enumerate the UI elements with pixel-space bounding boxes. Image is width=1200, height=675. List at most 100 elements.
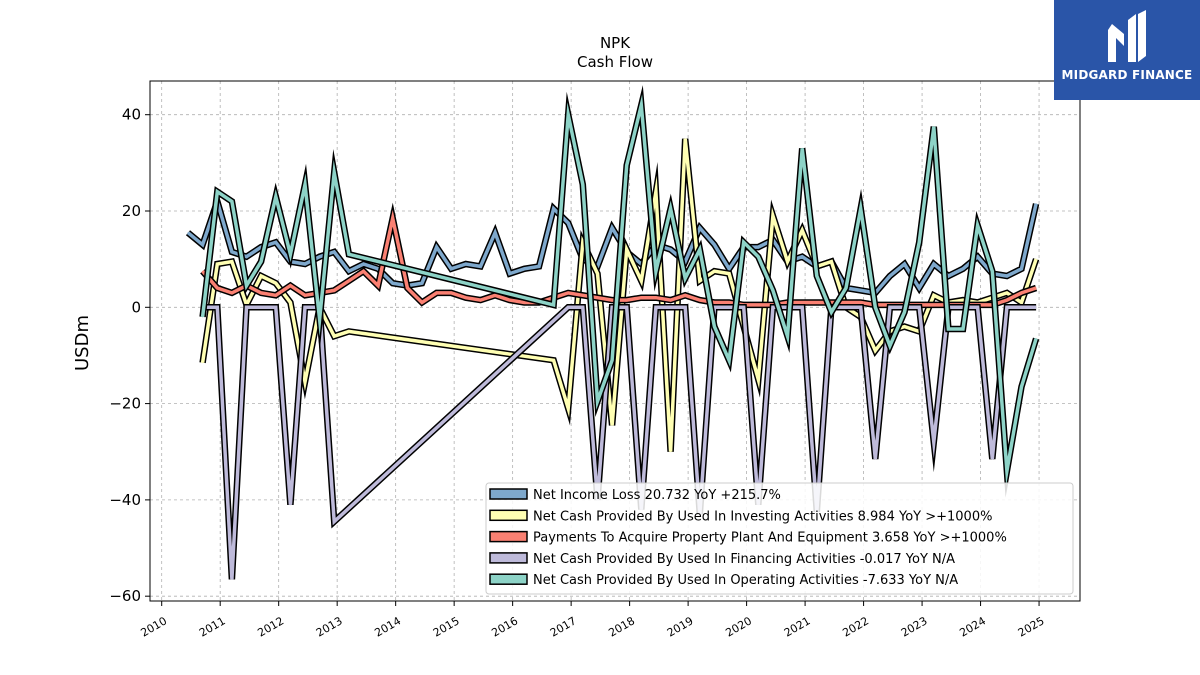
x-tick-label: 2021 <box>782 614 813 639</box>
midgard-logo-icon <box>1108 10 1146 62</box>
data-point <box>202 362 204 364</box>
data-point <box>348 280 350 282</box>
data-point <box>904 263 905 265</box>
x-tick-label: 2020 <box>723 614 754 639</box>
data-point <box>772 215 774 217</box>
data-point <box>699 227 701 229</box>
data-point <box>991 270 993 272</box>
data-point <box>860 208 862 210</box>
data-point <box>640 280 642 282</box>
data-point <box>611 359 613 361</box>
data-point <box>1021 386 1022 388</box>
data-point <box>553 359 555 361</box>
data-point <box>670 299 672 301</box>
data-point <box>933 304 935 306</box>
data-point <box>260 275 262 277</box>
data-point <box>406 287 408 289</box>
data-point <box>611 424 613 426</box>
legend-swatch <box>489 488 528 500</box>
data-point <box>480 265 481 267</box>
x-tick-label: 2013 <box>314 614 345 639</box>
legend-label: Net Cash Provided By Used In Investing A… <box>533 509 992 524</box>
x-tick-label: 2016 <box>489 614 520 639</box>
data-point <box>728 359 730 361</box>
data-point <box>860 302 862 303</box>
x-tick-label: 2015 <box>431 614 462 639</box>
data-point <box>260 292 262 294</box>
series-4 <box>199 85 1040 498</box>
data-point <box>977 224 979 226</box>
data-point <box>275 196 277 198</box>
data-point <box>319 318 321 320</box>
data-point <box>1035 306 1037 308</box>
data-point <box>553 304 555 306</box>
x-tick-label: 2012 <box>255 614 286 639</box>
data-point <box>684 277 686 279</box>
legend-swatch <box>489 573 528 585</box>
data-point <box>889 345 891 347</box>
data-point <box>933 263 935 265</box>
data-point <box>670 306 672 308</box>
data-point <box>991 458 993 460</box>
x-tick-label: 2025 <box>1016 614 1047 639</box>
data-point <box>962 268 964 270</box>
data-point <box>611 306 613 308</box>
data-point <box>597 273 598 275</box>
data-point <box>801 229 803 231</box>
data-point <box>728 306 730 308</box>
data-point <box>684 306 686 308</box>
data-point <box>611 299 613 301</box>
y-axis-label: USDm <box>72 315 93 371</box>
data-point <box>509 299 511 301</box>
data-point <box>304 306 306 308</box>
legend-label: Net Cash Provided By Used In Operating A… <box>533 573 958 588</box>
data-point <box>947 328 949 330</box>
data-point <box>947 275 949 277</box>
data-point <box>845 302 847 303</box>
data-point <box>216 191 218 193</box>
data-point <box>684 138 686 140</box>
data-point <box>348 330 350 332</box>
x-tick-label: 2019 <box>665 614 696 639</box>
data-point <box>421 302 423 303</box>
y-tick-label: 20 <box>122 202 141 220</box>
data-point <box>597 400 598 402</box>
data-point <box>845 287 847 289</box>
data-point <box>289 302 291 303</box>
data-point <box>1021 292 1022 294</box>
data-point <box>904 311 905 313</box>
data-point <box>904 326 905 328</box>
data-point <box>1035 258 1037 260</box>
data-point <box>918 287 920 289</box>
data-point <box>801 306 803 308</box>
data-point <box>333 251 335 253</box>
plot-frame <box>149 80 1081 602</box>
series-3 <box>202 304 1037 580</box>
legend-label: Payments To Acquire Property Plant And E… <box>533 531 1007 546</box>
series-layer <box>185 85 1040 580</box>
data-point <box>757 304 759 306</box>
data-point <box>304 184 306 185</box>
data-point <box>728 302 730 303</box>
data-point <box>772 289 774 291</box>
x-tick-label: 2022 <box>840 614 871 639</box>
data-point <box>231 261 233 263</box>
data-point <box>465 263 467 265</box>
data-point <box>494 294 496 296</box>
data-point <box>231 292 233 294</box>
data-point <box>363 270 364 272</box>
legend-label: Net Income Loss 20.732 YoY +215.7% <box>533 488 781 503</box>
data-point <box>582 184 584 185</box>
data-point <box>304 263 306 265</box>
data-point <box>436 246 438 248</box>
data-point <box>567 292 569 294</box>
data-point <box>845 306 847 308</box>
legend-box <box>485 482 1074 595</box>
data-point <box>699 299 701 301</box>
data-point <box>816 302 818 303</box>
data-point <box>465 297 467 299</box>
data-point <box>1006 306 1008 308</box>
data-point <box>187 232 189 234</box>
data-point <box>743 241 745 243</box>
legend-swatch <box>489 530 528 543</box>
